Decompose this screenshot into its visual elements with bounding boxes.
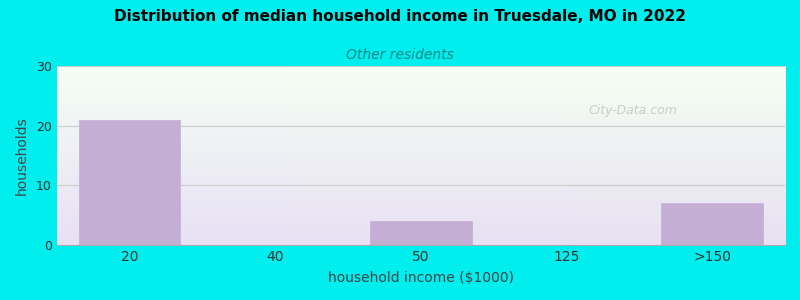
Text: City-Data.com: City-Data.com <box>588 104 678 117</box>
Bar <box>78 120 181 245</box>
Bar <box>370 221 472 245</box>
X-axis label: household income ($1000): household income ($1000) <box>328 271 514 285</box>
Text: Distribution of median household income in Truesdale, MO in 2022: Distribution of median household income … <box>114 9 686 24</box>
Y-axis label: households: households <box>15 116 29 195</box>
Text: Other residents: Other residents <box>346 48 454 62</box>
Bar <box>661 203 763 245</box>
